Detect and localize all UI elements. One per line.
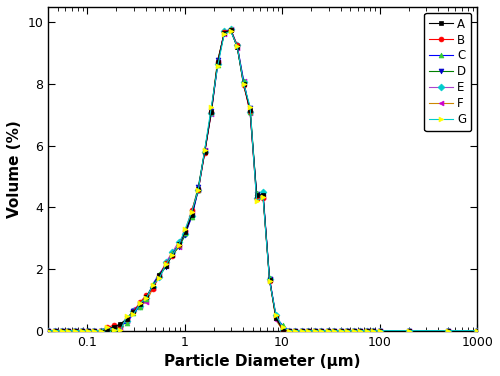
B — [445, 328, 451, 333]
A — [130, 310, 136, 314]
F — [85, 328, 91, 333]
F — [228, 26, 234, 31]
B — [111, 323, 117, 327]
D — [130, 309, 136, 313]
B — [474, 328, 480, 333]
B — [45, 328, 51, 333]
D — [176, 244, 182, 249]
D — [45, 328, 51, 333]
Line: C: C — [46, 27, 480, 333]
G — [176, 243, 182, 247]
A — [364, 328, 370, 333]
A — [45, 328, 51, 333]
D — [474, 328, 480, 333]
C — [85, 328, 91, 333]
F — [474, 328, 480, 333]
A — [228, 28, 234, 32]
E — [130, 309, 136, 314]
E — [45, 328, 51, 333]
Line: F: F — [46, 26, 480, 333]
C — [176, 243, 182, 247]
B — [85, 328, 91, 333]
C — [45, 328, 51, 333]
E — [445, 328, 451, 333]
B — [228, 28, 234, 32]
E — [228, 27, 234, 32]
Legend: A, B, C, D, E, F, G: A, B, C, D, E, F, G — [424, 13, 471, 131]
E — [364, 328, 370, 333]
F — [364, 328, 370, 333]
F — [176, 245, 182, 250]
A — [474, 328, 480, 333]
G — [85, 328, 91, 333]
C — [111, 326, 117, 331]
D — [111, 328, 117, 333]
B — [176, 243, 182, 247]
Line: E: E — [46, 27, 480, 333]
B — [130, 309, 136, 314]
F — [111, 327, 117, 331]
Line: G: G — [46, 29, 480, 333]
Y-axis label: Volume (%): Volume (%) — [7, 120, 22, 218]
A — [85, 328, 91, 333]
Line: B: B — [46, 27, 480, 333]
A — [111, 325, 117, 329]
Line: D: D — [46, 28, 480, 333]
A — [176, 242, 182, 247]
D — [228, 28, 234, 33]
E — [474, 328, 480, 333]
Line: A: A — [46, 27, 480, 333]
C — [364, 328, 370, 333]
A — [445, 328, 451, 333]
E — [176, 239, 182, 244]
E — [111, 326, 117, 330]
C — [130, 311, 136, 315]
F — [130, 307, 136, 311]
G — [364, 328, 370, 333]
F — [445, 328, 451, 333]
E — [85, 328, 91, 333]
D — [364, 328, 370, 333]
F — [45, 328, 51, 333]
G — [474, 328, 480, 333]
G — [111, 327, 117, 332]
D — [85, 328, 91, 333]
B — [364, 328, 370, 333]
G — [228, 29, 234, 33]
G — [445, 328, 451, 333]
C — [474, 328, 480, 333]
C — [228, 27, 234, 32]
G — [45, 328, 51, 333]
D — [445, 328, 451, 333]
G — [130, 312, 136, 317]
C — [445, 328, 451, 333]
X-axis label: Particle Diameter (μm): Particle Diameter (μm) — [164, 354, 361, 369]
